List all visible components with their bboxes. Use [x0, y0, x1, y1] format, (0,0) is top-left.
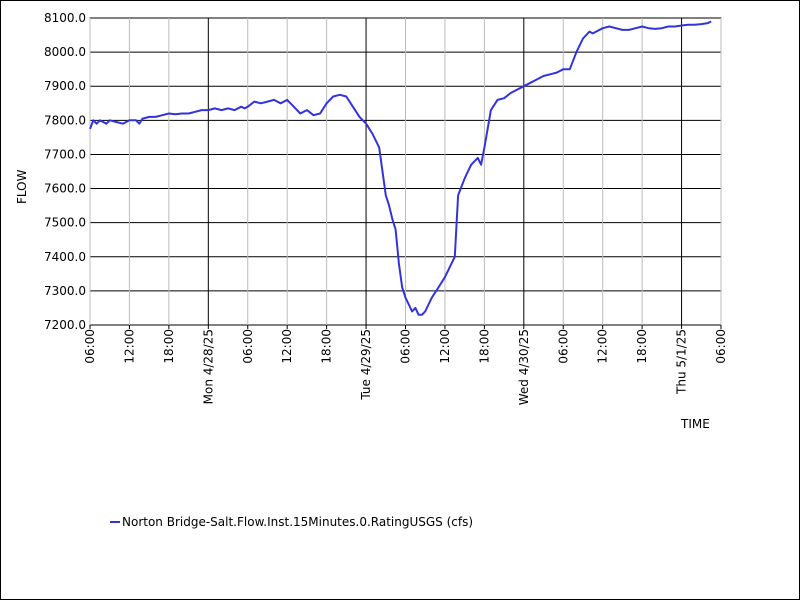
x-tick-labels: 06:00 12:00 18:00 Mon 4/28/25 06:00 12:00 18:0…	[83, 329, 728, 405]
grid-layer	[89, 17, 722, 329]
x-axis-title: TIME	[680, 417, 710, 431]
x-tick-label: 12:00	[280, 329, 294, 364]
y-tick-label: 7600.0	[44, 182, 86, 196]
y-tick-label: 7300.0	[44, 284, 86, 298]
y-tick-label: 7400.0	[44, 250, 86, 264]
x-tick-label: Mon 4/28/25	[201, 329, 215, 404]
x-tick-label: 18:00	[635, 329, 649, 364]
x-tick-label: 06:00	[241, 329, 255, 364]
legend: Norton Bridge-Salt.Flow.Inst.15Minutes.0…	[110, 515, 473, 529]
y-tick-label: 7700.0	[44, 147, 86, 161]
x-tick-label: 18:00	[477, 329, 491, 364]
x-tick-label: 12:00	[596, 329, 610, 364]
y-tick-label: 7500.0	[44, 216, 86, 230]
y-tick-label: 7800.0	[44, 113, 86, 127]
x-tick-label: 12:00	[122, 329, 136, 364]
x-tick-label: Thu 5/1/25	[675, 329, 689, 395]
x-tick-label: 06:00	[399, 329, 413, 364]
y-tick-labels: 7200.0 7300.0 7400.0 7500.0 7600.0 7700.0 7800…	[44, 11, 86, 332]
y-tick-label: 8100.0	[44, 11, 86, 25]
x-tick-label: 18:00	[162, 329, 176, 364]
y-tick-label: 8000.0	[44, 45, 86, 59]
legend-label: Norton Bridge-Salt.Flow.Inst.15Minutes.0…	[122, 515, 473, 529]
series-layer	[89, 20, 712, 316]
x-tick-label: 12:00	[438, 329, 452, 364]
x-tick-label: 06:00	[714, 329, 728, 364]
y-tick-label: 7900.0	[44, 79, 86, 93]
series-line-0	[89, 20, 712, 316]
x-tick-label: Tue 4/29/25	[359, 329, 373, 401]
x-tick-label: 06:00	[83, 329, 97, 364]
y-axis-title: FLOW	[15, 169, 29, 204]
y-tick-label: 7200.0	[44, 318, 86, 332]
x-tick-label: Wed 4/30/25	[517, 329, 531, 405]
x-tick-label: 18:00	[320, 329, 334, 364]
x-tick-label: 06:00	[556, 329, 570, 364]
